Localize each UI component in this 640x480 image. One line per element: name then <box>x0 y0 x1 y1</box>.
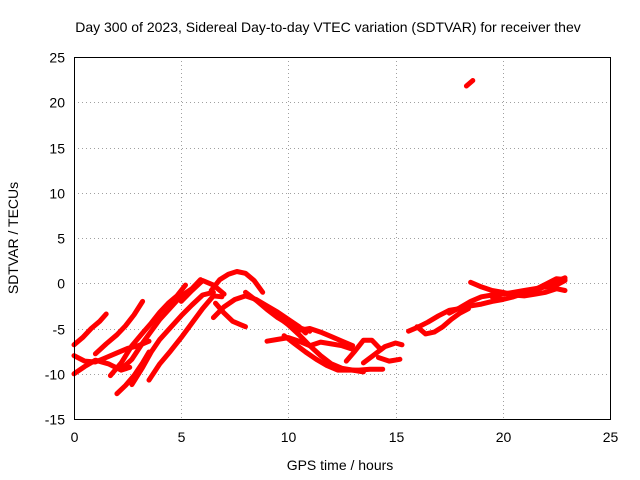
series-arc-13 <box>213 300 248 330</box>
series-arc-11 <box>208 269 266 295</box>
series-arc-21 <box>375 355 403 364</box>
chart-title: Day 300 of 2023, Sidereal Day-to-day VTE… <box>75 19 581 35</box>
series-arc-16 <box>281 333 386 373</box>
series-arc-18 <box>296 326 356 349</box>
y-axis-label: SDTVAR / TECUs <box>5 182 21 294</box>
series-arc-10 <box>178 278 227 304</box>
series-arc-1 <box>71 311 109 348</box>
series-arc-19 <box>343 337 384 364</box>
y-tick-label: 15 <box>49 141 65 157</box>
series-arc-8 <box>129 289 216 388</box>
x-tick-labels: 0 5 10 15 20 25 <box>71 429 619 445</box>
x-tick-label: 25 <box>603 429 619 445</box>
y-tick-label: 10 <box>49 186 65 202</box>
y-tick-label: 5 <box>57 231 65 247</box>
data-series <box>71 78 568 397</box>
series-arc-17 <box>264 335 356 352</box>
series-arc-28 <box>463 78 476 89</box>
y-tick-label: -5 <box>53 322 66 338</box>
series-arc-4 <box>92 298 146 357</box>
y-tick-label: -15 <box>45 412 65 428</box>
x-axis-label: GPS time / hours <box>287 457 394 473</box>
series-arc-23 <box>414 306 471 337</box>
x-tick-label: 15 <box>389 429 405 445</box>
series-arc-27 <box>532 276 568 293</box>
y-tick-label: 20 <box>49 95 65 111</box>
series-arc-9 <box>146 293 225 383</box>
plot-frame <box>74 57 611 420</box>
series-arc-3 <box>71 338 152 365</box>
x-tick-label: 5 <box>178 429 186 445</box>
y-tick-label: 25 <box>49 50 65 66</box>
series-arc-5 <box>107 282 188 379</box>
y-tick-labels: -15 -10 -5 0 5 10 15 20 25 <box>45 50 65 428</box>
series-arc-20 <box>360 340 405 366</box>
x-tick-label: 10 <box>281 429 297 445</box>
y-tick-label: 0 <box>57 276 65 292</box>
grid-lines <box>74 57 610 419</box>
y-tick-label: -10 <box>45 367 65 383</box>
x-tick-label: 0 <box>71 429 79 445</box>
x-tick-label: 20 <box>496 429 512 445</box>
